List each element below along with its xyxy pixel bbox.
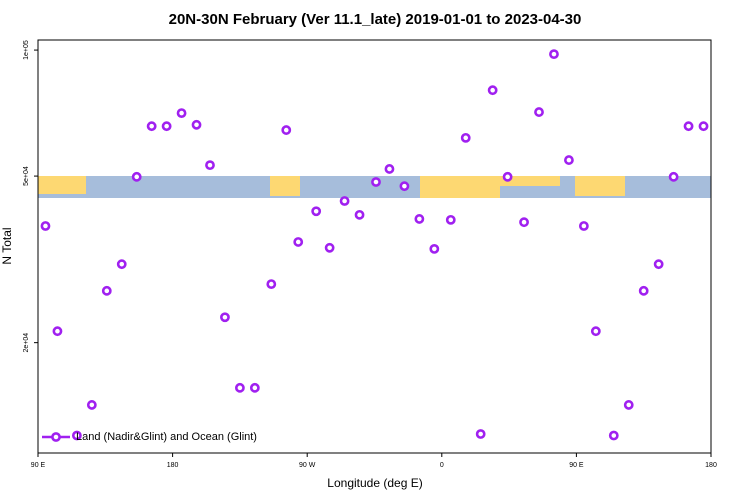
point: [683, 121, 694, 132]
legend-marker: [51, 432, 61, 442]
point: [475, 429, 486, 439]
plot-frame: [37, 39, 712, 454]
point: [234, 382, 245, 393]
point: [52, 326, 63, 337]
x-tick-label: 0: [440, 462, 444, 469]
point: [519, 217, 529, 228]
map-strip: [38, 176, 711, 198]
point: [429, 243, 440, 254]
point: [146, 121, 157, 132]
point: [161, 121, 172, 132]
point: [623, 400, 634, 410]
point: [668, 171, 679, 182]
point: [534, 107, 544, 117]
x-axis-label: Longitude (deg E): [327, 476, 422, 490]
point: [281, 125, 292, 135]
y-tick-label: 5e+04: [23, 166, 30, 186]
point: [414, 214, 425, 224]
point: [549, 49, 559, 60]
point: [176, 108, 187, 119]
point: [71, 430, 82, 441]
x-tick-label: 90 E: [569, 462, 584, 469]
x-tick-label: 90 W: [299, 462, 316, 469]
point: [445, 214, 456, 225]
point: [191, 119, 202, 130]
point: [354, 209, 365, 220]
point: [460, 132, 471, 143]
point: [590, 326, 601, 337]
point: [399, 181, 410, 192]
point: [40, 221, 51, 231]
point: [86, 400, 97, 410]
x-tick-label: 180: [705, 462, 717, 469]
y-tick-label: 2e+04: [23, 333, 30, 353]
point: [220, 312, 230, 323]
point: [638, 285, 649, 296]
y-axis-label: N Total: [0, 227, 14, 264]
point: [293, 237, 304, 247]
chart-title: 20N-30N February (Ver 11.1_late) 2019-01…: [169, 11, 582, 28]
point: [502, 171, 513, 182]
x-tick-label: 180: [167, 462, 179, 469]
point: [339, 196, 350, 206]
point: [205, 160, 215, 171]
point: [384, 164, 395, 174]
x-tick-label: 90 E: [31, 462, 46, 469]
point: [311, 206, 322, 217]
point: [266, 279, 277, 290]
point: [116, 259, 127, 270]
point: [101, 285, 112, 296]
point: [324, 242, 335, 253]
point: [487, 85, 498, 96]
point: [131, 171, 142, 182]
point: [653, 259, 664, 270]
point: [698, 121, 709, 132]
y-tick-label: 1e+05: [23, 40, 30, 60]
point: [249, 382, 260, 393]
point: [608, 430, 619, 441]
point: [578, 221, 589, 231]
point: [564, 155, 574, 165]
point: [371, 177, 381, 187]
legend-label: Land (Nadir&Glint) and Ocean (Glint): [76, 431, 257, 443]
